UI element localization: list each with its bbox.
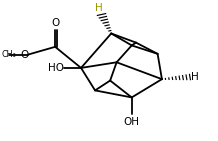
Text: O: O (21, 50, 29, 60)
Text: CH₃: CH₃ (1, 50, 16, 59)
Text: HO: HO (48, 63, 64, 73)
Text: OH: OH (124, 117, 140, 127)
Text: H: H (191, 72, 199, 82)
Text: O: O (51, 18, 59, 28)
Text: H: H (95, 3, 103, 13)
